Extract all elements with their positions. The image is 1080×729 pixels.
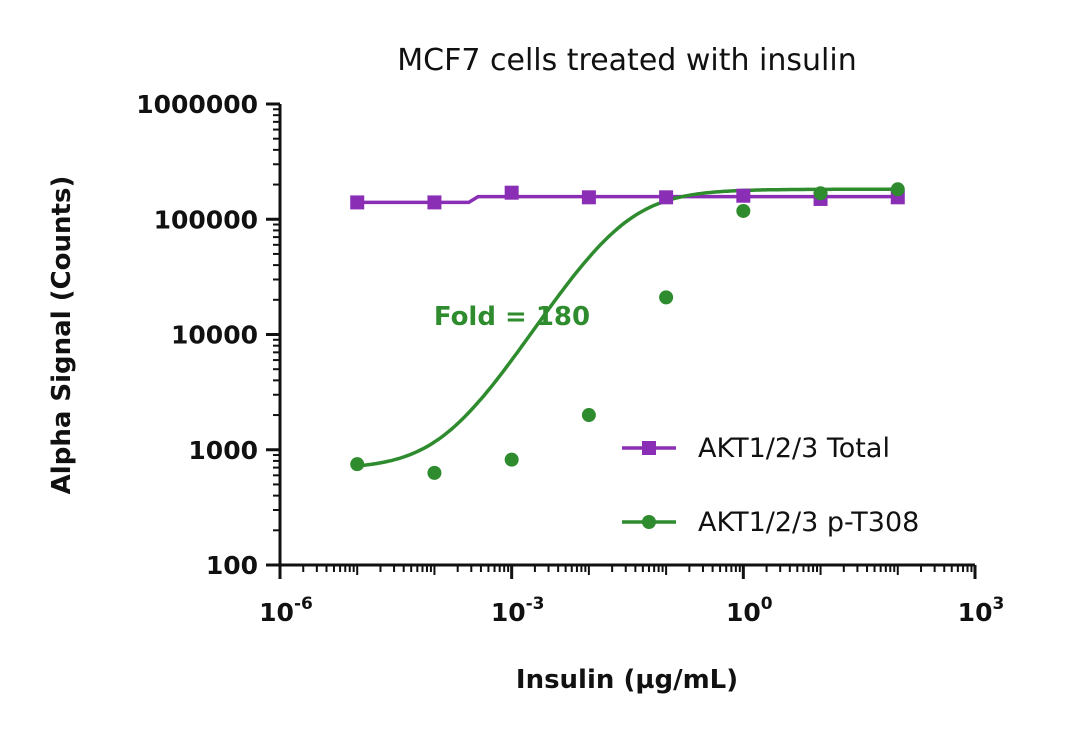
y-tick-label: 100	[206, 551, 258, 580]
x-tick-exponent: -3	[526, 594, 545, 614]
legend-label-series-1: AKT1/2/3 p-T308	[698, 507, 919, 538]
fit-curve-series-1	[357, 187, 898, 468]
chart-title: MCF7 cells treated with insulin	[397, 43, 856, 78]
data-point-series-1	[350, 457, 365, 472]
data-point-series-0	[350, 195, 365, 210]
y-axis-label: Alpha Signal (Counts)	[47, 176, 77, 495]
x-tick-label: 103	[958, 594, 1005, 627]
x-tick-label: 10-3	[491, 594, 545, 627]
data-point-series-0	[736, 188, 751, 203]
fold-annotation: Fold = 180	[434, 302, 590, 332]
data-point-series-0	[427, 195, 442, 210]
legend: AKT1/2/3 Total AKT1/2/3 p-T308	[622, 433, 919, 538]
plot-area	[350, 182, 905, 480]
data-point-series-0	[659, 190, 674, 205]
data-point-series-1	[504, 452, 519, 467]
data-point-series-1	[581, 408, 596, 423]
x-tick-exponent: 3	[992, 594, 1004, 614]
data-point-series-1	[890, 182, 905, 197]
data-point-series-1	[736, 203, 751, 218]
y-tick-label: 1000	[188, 436, 258, 465]
x-tick-base: 10	[726, 598, 761, 627]
data-point-series-1	[427, 465, 442, 480]
y-tick-label: 10000	[171, 321, 258, 350]
x-tick-label: 10-6	[259, 594, 313, 627]
x-tick-base: 10	[259, 598, 294, 627]
y-tick-label: 100000	[154, 205, 258, 234]
y-tick-label: 1000000	[136, 90, 258, 119]
data-point-series-0	[504, 185, 519, 200]
x-tick-base: 10	[491, 598, 526, 627]
data-point-series-0	[581, 190, 596, 205]
x-tick-base: 10	[958, 598, 993, 627]
legend-marker-series-1	[642, 515, 656, 529]
x-tick-exponent: -6	[294, 594, 313, 614]
legend-label-series-0: AKT1/2/3 Total	[698, 433, 890, 464]
data-point-series-1	[813, 186, 828, 201]
data-point-series-1	[659, 290, 674, 305]
x-axis-label: Insulin (µg/mL)	[516, 665, 738, 695]
legend-marker-series-0	[642, 441, 656, 455]
x-tick-label: 100	[726, 594, 773, 627]
x-tick-exponent: 0	[761, 594, 773, 614]
